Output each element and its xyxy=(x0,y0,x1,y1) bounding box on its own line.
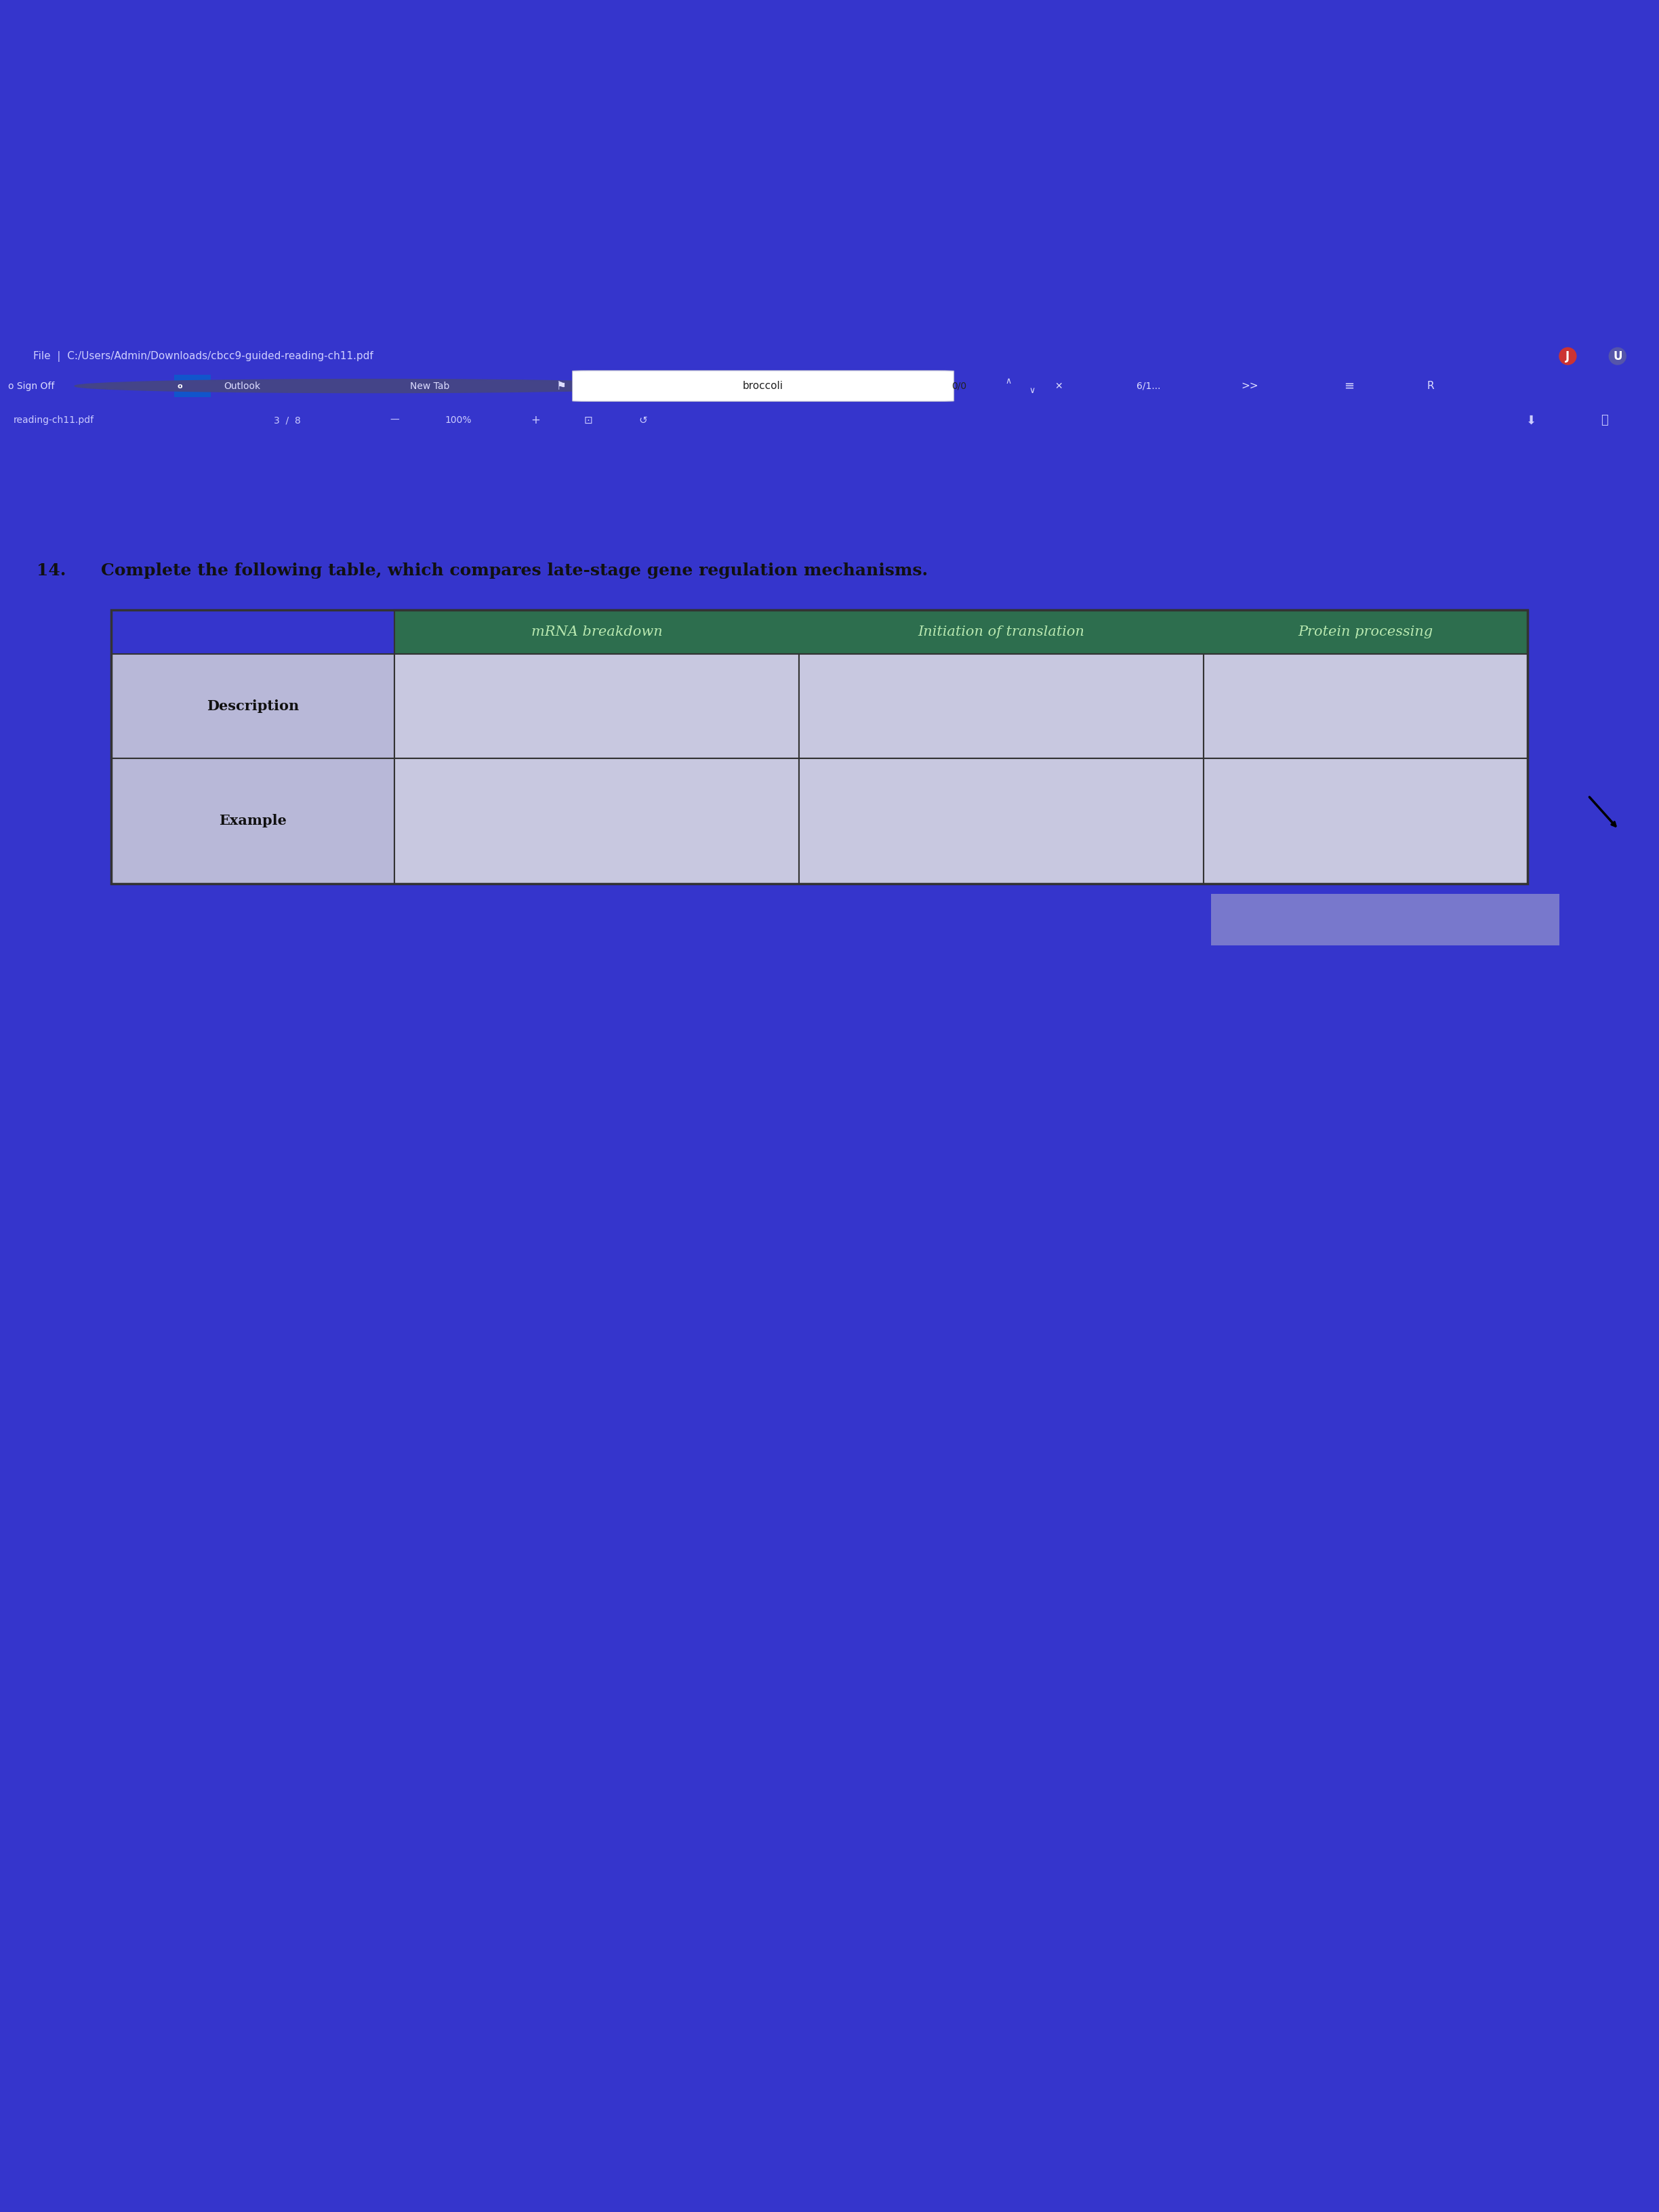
Text: ⊡: ⊡ xyxy=(584,416,592,425)
Text: 6/1...: 6/1... xyxy=(1136,380,1161,392)
FancyBboxPatch shape xyxy=(1204,655,1528,759)
FancyBboxPatch shape xyxy=(1204,759,1528,883)
Text: J: J xyxy=(1566,349,1569,363)
FancyBboxPatch shape xyxy=(395,759,800,883)
Text: Outlook: Outlook xyxy=(224,380,260,392)
Text: Protein processing: Protein processing xyxy=(1297,626,1433,639)
Text: ✕: ✕ xyxy=(1055,380,1062,392)
Text: 3  /  8: 3 / 8 xyxy=(274,416,300,425)
Text: >>: >> xyxy=(1241,380,1258,392)
Text: ⬇: ⬇ xyxy=(1526,414,1536,427)
Text: +: + xyxy=(531,414,541,427)
FancyBboxPatch shape xyxy=(395,655,800,759)
Text: mRNA breakdown: mRNA breakdown xyxy=(531,626,662,639)
Text: 0/0: 0/0 xyxy=(951,380,967,392)
FancyBboxPatch shape xyxy=(111,759,395,883)
Text: —: — xyxy=(390,416,400,425)
FancyBboxPatch shape xyxy=(111,655,395,759)
Text: o: o xyxy=(178,383,182,389)
FancyBboxPatch shape xyxy=(572,372,954,400)
Text: ↺: ↺ xyxy=(639,416,647,425)
Text: U: U xyxy=(1613,349,1623,363)
Text: o Sign Off: o Sign Off xyxy=(8,380,55,392)
Text: Initiation of translation: Initiation of translation xyxy=(917,626,1085,639)
Text: Description: Description xyxy=(207,699,299,712)
Text: ⚑: ⚑ xyxy=(556,380,566,392)
FancyBboxPatch shape xyxy=(395,611,1528,655)
FancyBboxPatch shape xyxy=(800,655,1204,759)
FancyBboxPatch shape xyxy=(174,374,211,398)
Text: broccoli: broccoli xyxy=(743,380,783,392)
Text: Example: Example xyxy=(219,814,287,827)
Text: File  |  C:/Users/Admin/Downloads/cbcc9-guided-reading-ch11.pdf: File | C:/Users/Admin/Downloads/cbcc9-gu… xyxy=(33,352,373,361)
Text: ≡: ≡ xyxy=(1344,380,1354,392)
Text: R: R xyxy=(1427,380,1433,392)
Text: ∧: ∧ xyxy=(1005,376,1012,385)
Text: New Tab: New Tab xyxy=(410,380,450,392)
Text: ∨: ∨ xyxy=(1029,387,1035,396)
FancyBboxPatch shape xyxy=(1211,894,1559,945)
Text: ⎙: ⎙ xyxy=(1601,414,1608,427)
Text: reading-ch11.pdf: reading-ch11.pdf xyxy=(13,416,95,425)
Circle shape xyxy=(75,378,672,394)
Text: 14.: 14. xyxy=(36,562,66,580)
Text: 100%: 100% xyxy=(445,416,471,425)
FancyBboxPatch shape xyxy=(800,759,1204,883)
Text: Complete the following table, which compares late-stage gene regulation mechanis: Complete the following table, which comp… xyxy=(101,562,927,580)
